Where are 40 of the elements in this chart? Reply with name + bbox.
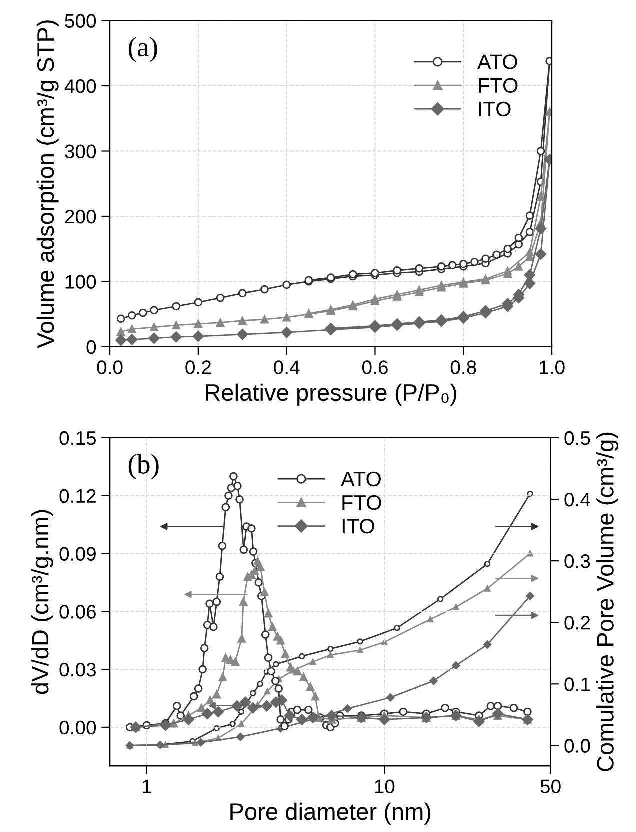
x-tick-label: 0.2 [186, 360, 211, 374]
legend-label: FTO [342, 495, 382, 510]
y-tick-label: 0.09 [60, 547, 96, 561]
y2-axis-title: Comulative Pore Volume (cm³/g) [596, 432, 619, 772]
x-tick-label: 0.6 [362, 360, 388, 374]
y-axis-title: dV/dD (cm³/g.nm) [31, 510, 54, 694]
y2-tick-label: 0.3 [564, 554, 590, 568]
legend-label: FTO [479, 78, 518, 94]
y-tick-label: 0 [86, 340, 96, 354]
x-tick-label: 1 [142, 780, 152, 794]
y-tick-label: 0.12 [60, 489, 96, 504]
y2-tick-label: 0.2 [564, 616, 590, 630]
y-tick-label: 500 [65, 14, 96, 28]
x-tick-label: 1.0 [540, 360, 565, 374]
legend-label: ATO [477, 54, 518, 70]
x-tick-label: 10 [375, 780, 395, 794]
y-tick-label: 0.03 [60, 663, 96, 677]
y2-tick-label: 0.5 [564, 431, 590, 446]
y-tick-label: 0.00 [60, 720, 96, 735]
y-axis-title: Volume adsorption (cm³/g STP) [36, 20, 59, 348]
y-tick-label: 0.15 [60, 431, 96, 446]
y-tick-label: 300 [65, 144, 96, 158]
y2-tick-label: 0.4 [564, 492, 590, 507]
y2-tick-label: 0.0 [564, 739, 590, 753]
y-tick-label: 200 [65, 210, 96, 224]
y-tick-label: 100 [66, 275, 96, 289]
legend-label: ITO [479, 102, 511, 117]
x-axis-title: Relative pressure (P/P₀) [206, 384, 457, 406]
legend-label: ITO [342, 519, 374, 534]
y-tick-label: 0.06 [60, 605, 96, 619]
x-tick-label: 0.4 [274, 360, 300, 374]
legend-label: ATO [341, 472, 381, 487]
y2-tick-label: 0.1 [564, 678, 590, 692]
x-tick-label: 0.8 [450, 360, 476, 374]
x-axis-title: Pore diameter (nm) [230, 802, 431, 825]
x-tick-label: 50 [540, 780, 561, 794]
y-tick-label: 400 [64, 79, 96, 94]
x-tick-label: 0.0 [97, 360, 123, 374]
annotation: (b) [128, 454, 159, 480]
annotation: (a) [128, 37, 158, 62]
